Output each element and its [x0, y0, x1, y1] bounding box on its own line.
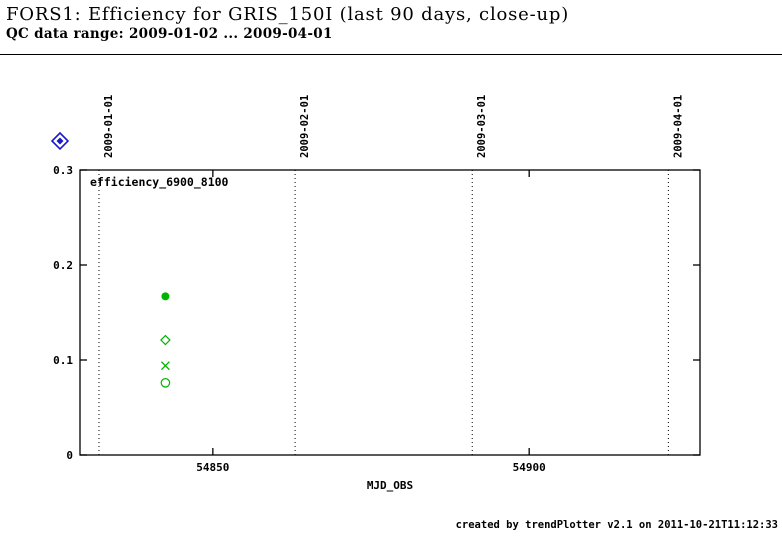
x-axis-label: MJD_OBS: [367, 479, 413, 492]
series-label: efficiency_6900_8100: [90, 175, 229, 190]
plot-frame: [79, 169, 701, 456]
data-point-open-circle: [160, 377, 171, 388]
month-gridline-label: 2009-04-01: [672, 95, 684, 158]
credit-line: created by trendPlotter v2.1 on 2011-10-…: [455, 519, 778, 531]
header-divider: [0, 54, 782, 55]
nav-diamond-icon[interactable]: [50, 131, 70, 151]
y-tick-label: 0.2: [53, 259, 73, 272]
page-title: FORS1: Efficiency for GRIS_150I (last 90…: [6, 4, 570, 25]
x-tick-label: 54900: [513, 461, 546, 474]
nav-diamond-inner-icon: [56, 137, 64, 145]
x-tick-label: 54850: [196, 461, 229, 474]
month-gridline-label: 2009-03-01: [476, 95, 488, 158]
data-point-cross: [160, 361, 170, 371]
month-gridline-label: 2009-01-01: [103, 95, 115, 158]
y-tick-label: 0.3: [53, 164, 73, 177]
month-gridline-label: 2009-02-01: [299, 95, 311, 158]
y-tick-label: 0.1: [53, 354, 73, 367]
qc-data-range: QC data range: 2009-01-02 ... 2009-04-01: [6, 26, 333, 42]
report-header: FORS1: Efficiency for GRIS_150I (last 90…: [6, 4, 569, 42]
y-tick-label: 0: [66, 449, 73, 462]
data-point-open-diamond: [160, 334, 171, 346]
data-point-filled-circle: [161, 292, 170, 301]
